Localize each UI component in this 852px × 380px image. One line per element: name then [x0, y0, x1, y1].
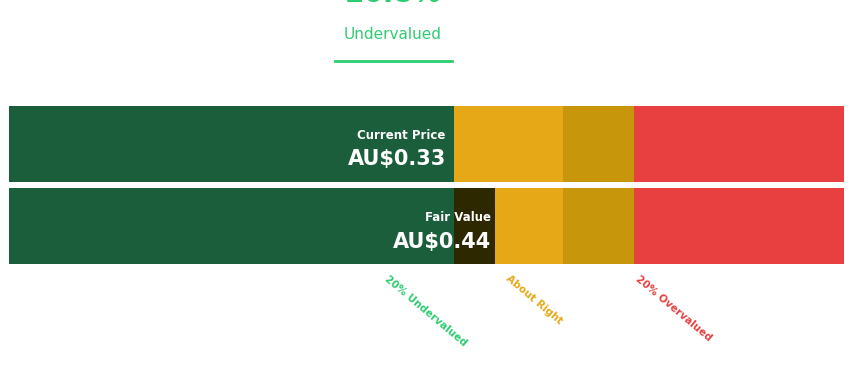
- Bar: [9, 106, 453, 182]
- Bar: [633, 106, 843, 182]
- Text: 20% Undervalued: 20% Undervalued: [382, 274, 468, 348]
- Text: About Right: About Right: [503, 274, 563, 326]
- Bar: [562, 106, 633, 182]
- Bar: [9, 182, 843, 188]
- Bar: [562, 188, 633, 264]
- Bar: [453, 188, 494, 264]
- Bar: [9, 106, 453, 182]
- Bar: [453, 106, 562, 182]
- Bar: [9, 188, 453, 264]
- Text: AU$0.44: AU$0.44: [392, 231, 490, 252]
- Bar: [633, 188, 843, 264]
- Text: Fair Value: Fair Value: [424, 211, 490, 224]
- Text: 26.8%: 26.8%: [344, 0, 440, 8]
- Text: Current Price: Current Price: [357, 129, 446, 142]
- Text: AU$0.33: AU$0.33: [347, 149, 446, 169]
- Bar: [9, 188, 453, 264]
- Text: 20% Overvalued: 20% Overvalued: [632, 274, 712, 343]
- Text: Undervalued: Undervalued: [343, 27, 441, 42]
- Bar: [453, 188, 562, 264]
